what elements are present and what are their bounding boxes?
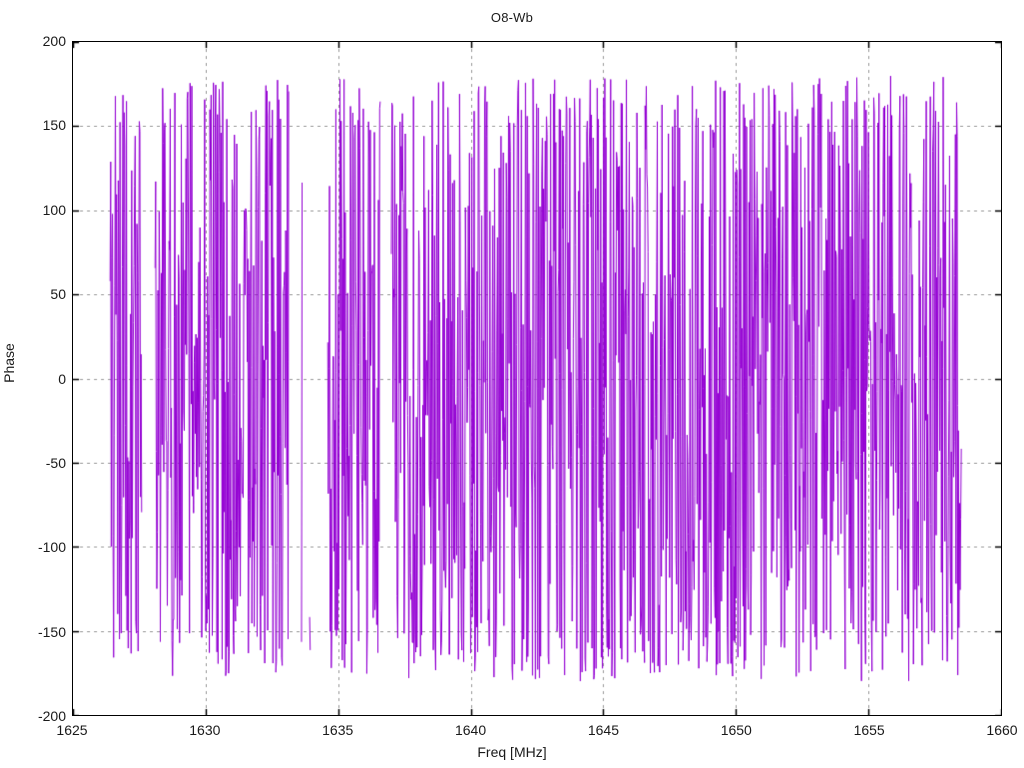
y-tick-label: -100 (37, 539, 66, 556)
y-tick-label: -200 (37, 708, 66, 724)
y-axis-label: Phase (1, 343, 17, 383)
x-tick-label: 1660 (986, 722, 1018, 738)
x-tick-label: 1655 (853, 722, 885, 738)
y-tick-label: 150 (42, 117, 66, 134)
y-tick-label: 50 (50, 286, 66, 303)
x-tick-label: 1635 (322, 722, 354, 738)
y-tick-label: -150 (37, 623, 66, 640)
x-tick-label: 1630 (189, 722, 221, 738)
y-tick-label: 100 (42, 201, 66, 218)
y-tick-label: 0 (58, 370, 66, 387)
y-tick-label: -50 (45, 454, 66, 471)
x-tick-label: 1645 (587, 722, 619, 738)
chart-title: O8-Wb (490, 10, 534, 25)
plot-area (72, 41, 1002, 716)
x-axis-label: Freq [MHz] (477, 744, 547, 760)
x-tick-label: 1625 (56, 722, 88, 738)
phase-vs-frequency-plot (73, 42, 1001, 715)
x-tick-label: 1640 (454, 722, 487, 738)
y-tick-label: 200 (42, 33, 66, 49)
x-tick-label: 1650 (720, 722, 752, 738)
